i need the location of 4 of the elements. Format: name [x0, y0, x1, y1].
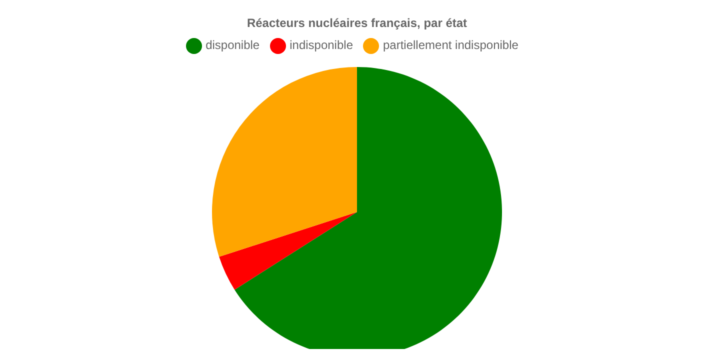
- legend-label: disponible: [206, 38, 260, 52]
- legend-label: partiellement indisponible: [383, 38, 518, 52]
- legend-label: indisponible: [290, 38, 353, 52]
- chart-title: Réacteurs nucléaires français, par état: [246, 16, 468, 30]
